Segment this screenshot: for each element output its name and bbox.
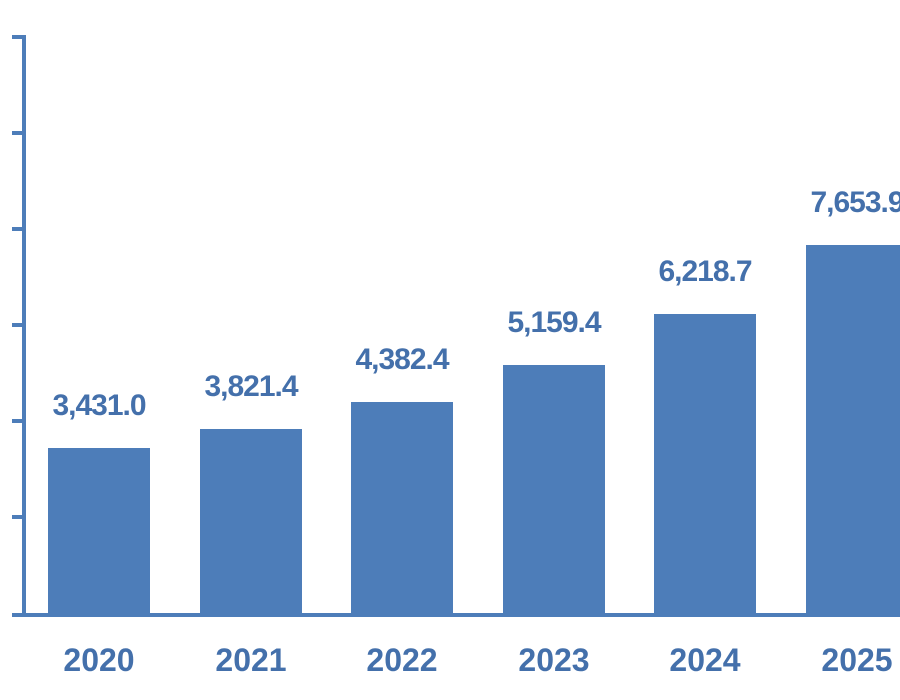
value-label-2020: 3,431.0	[52, 389, 146, 422]
y-axis-tick	[12, 35, 26, 39]
y-axis-tick	[12, 323, 26, 327]
y-axis-tick	[12, 227, 26, 231]
bar-2024	[654, 314, 756, 613]
bar-2021	[200, 429, 302, 613]
x-axis-label-2024: 2024	[669, 642, 741, 678]
x-axis-label-2022: 2022	[366, 642, 438, 678]
value-label-2024: 6,218.7	[658, 255, 752, 288]
bar-2025	[806, 245, 900, 613]
x-axis-label-2025: 2025	[821, 642, 893, 678]
x-axis-label-2023: 2023	[518, 642, 590, 678]
y-axis-tick	[12, 515, 26, 519]
x-axis-label-2021: 2021	[215, 642, 287, 678]
x-axis-label-2020: 2020	[63, 642, 135, 678]
y-axis-tick	[12, 419, 26, 423]
value-label-2025: 7,653.9	[810, 186, 900, 219]
bar-2020	[48, 448, 150, 613]
value-label-2022: 4,382.4	[355, 343, 449, 376]
bar-2023	[503, 365, 605, 613]
x-axis	[12, 613, 900, 617]
bar-2022	[351, 402, 453, 613]
y-axis-tick	[12, 131, 26, 135]
value-label-2023: 5,159.4	[507, 306, 601, 339]
value-label-2021: 3,821.4	[204, 370, 298, 403]
